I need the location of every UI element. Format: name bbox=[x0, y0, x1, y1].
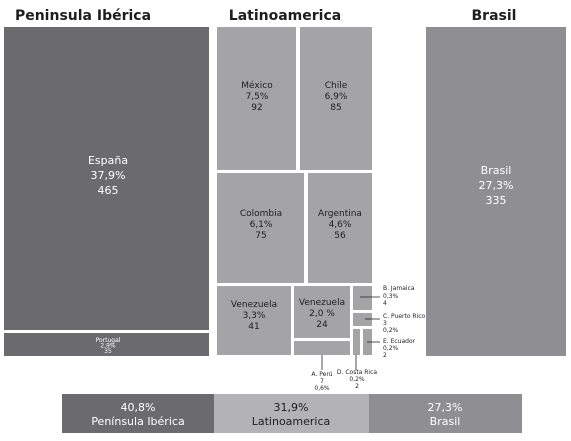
callout-peru-percent: 0,6% bbox=[314, 385, 330, 392]
tile-chile-percent: 6,9% bbox=[325, 92, 348, 102]
tile-brasil bbox=[426, 27, 566, 356]
tile-chile bbox=[300, 27, 372, 170]
tile-portugal-percent: 2,9% bbox=[100, 343, 116, 350]
callout-costa-rica-percent: 0,2% bbox=[349, 376, 365, 383]
summary-iberia-percent: 40,8% bbox=[121, 401, 156, 414]
tile-mexico-count: 92 bbox=[251, 103, 262, 113]
summary-bar-latam bbox=[214, 394, 369, 433]
callout-jamaica-percent: 0,3% bbox=[383, 293, 399, 300]
callout-jamaica-count: 4 bbox=[383, 300, 387, 307]
tile-mexico-percent: 7,5% bbox=[246, 92, 269, 102]
group-heading-brasil: Brasil bbox=[472, 8, 517, 24]
tile-brasil-name: Brasil bbox=[481, 164, 512, 177]
tile-colombia bbox=[217, 173, 304, 283]
tile-colombia-percent: 6,1% bbox=[250, 220, 273, 230]
tile-costa-rica bbox=[353, 329, 360, 355]
tile-venezuela-1-count: 41 bbox=[248, 322, 259, 332]
tile-argentina-name: Argentina bbox=[318, 209, 362, 219]
summary-latam-percent: 31,9% bbox=[274, 401, 309, 414]
tile-argentina-count: 56 bbox=[334, 231, 346, 241]
group-heading-latam: Latinoamerica bbox=[229, 8, 341, 24]
tile-venezuela-1-percent: 3,3% bbox=[243, 311, 266, 321]
tile-chile-count: 85 bbox=[330, 103, 341, 113]
callout-puerto-rico-name: C. Puerto Rico bbox=[383, 313, 426, 320]
tile-colombia-count: 75 bbox=[255, 231, 266, 241]
tile-espana-percent: 37,9% bbox=[91, 169, 126, 182]
tile-portugal bbox=[4, 333, 209, 356]
tile-portugal-name: Portugal bbox=[96, 337, 121, 344]
callout-puerto-rico-count: 3 bbox=[383, 320, 387, 327]
callout-ecuador-name: E. Ecuador bbox=[383, 338, 416, 345]
tile-venezuela-2 bbox=[294, 286, 350, 338]
tile-argentina-percent: 4,6% bbox=[329, 220, 352, 230]
callout-costa-rica-count: 2 bbox=[355, 383, 359, 390]
tile-puerto-rico bbox=[353, 313, 372, 326]
callout-peru-name: A. Perú bbox=[311, 371, 332, 378]
callout-jamaica-name: B. Jamaica bbox=[383, 285, 415, 292]
tile-venezuela-2-percent: 2,0 % bbox=[309, 309, 335, 319]
tile-portugal-count: 35 bbox=[104, 348, 112, 355]
tile-colombia-name: Colombia bbox=[240, 209, 282, 219]
summary-latam-label: Latinoamerica bbox=[252, 415, 331, 428]
callout-costa-rica-name: D. Costa Rica bbox=[337, 369, 377, 376]
tile-espana-count: 465 bbox=[98, 184, 119, 197]
summary-brasil-percent: 27,3% bbox=[428, 401, 463, 414]
tile-espana-name: España bbox=[88, 154, 128, 167]
tile-mexico bbox=[217, 27, 296, 170]
group-heading-iberia: Peninsula Ibérica bbox=[15, 8, 151, 24]
summary-iberia-label: Península Ibérica bbox=[91, 415, 184, 428]
tile-venezuela-2-name: Venezuela bbox=[299, 298, 345, 308]
callout-ecuador-percent: 0,2% bbox=[383, 345, 399, 352]
callout-puerto-rico-percent: 0,2% bbox=[383, 327, 399, 334]
tile-jamaica bbox=[353, 286, 372, 310]
tile-peru bbox=[294, 341, 350, 355]
tile-venezuela-2-count: 24 bbox=[316, 320, 328, 330]
tile-argentina bbox=[308, 173, 372, 283]
callout-peru-count: 7 bbox=[320, 378, 324, 385]
tile-chile-name: Chile bbox=[325, 81, 348, 91]
tile-mexico-name: México bbox=[241, 80, 273, 91]
tile-brasil-percent: 27,3% bbox=[479, 179, 514, 192]
tile-brasil-count: 335 bbox=[486, 194, 507, 207]
callout-ecuador-count: 2 bbox=[383, 352, 387, 359]
summary-brasil-label: Brasil bbox=[430, 415, 461, 428]
tile-venezuela-1 bbox=[217, 286, 291, 355]
summary-bar-iberia bbox=[62, 394, 214, 433]
tile-espana bbox=[4, 27, 209, 330]
tile-venezuela-1-name: Venezuela bbox=[231, 300, 277, 310]
summary-bar-brasil bbox=[369, 394, 522, 433]
